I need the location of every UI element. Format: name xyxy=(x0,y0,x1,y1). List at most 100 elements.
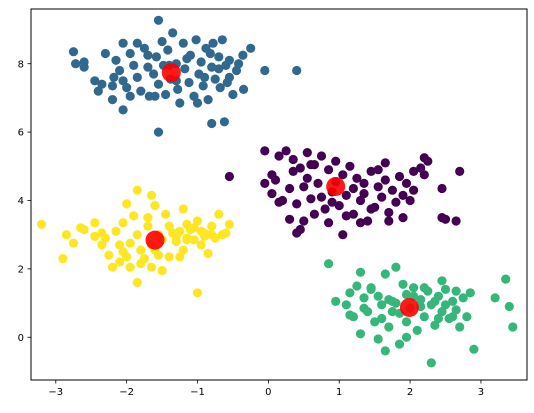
data-point-cluster-4 xyxy=(501,274,511,284)
data-point-cluster-4 xyxy=(359,293,369,303)
data-point-cluster-2 xyxy=(384,216,394,226)
data-point-cluster-4 xyxy=(508,322,518,332)
data-point-cluster-1 xyxy=(118,76,128,86)
data-point-cluster-1 xyxy=(214,64,224,74)
data-point-cluster-2 xyxy=(401,178,412,188)
data-point-cluster-3 xyxy=(97,228,107,238)
data-point-cluster-1 xyxy=(139,43,149,53)
data-point-cluster-1 xyxy=(153,15,164,25)
data-point-cluster-3 xyxy=(192,288,203,298)
data-point-cluster-2 xyxy=(299,216,309,226)
data-point-cluster-2 xyxy=(409,166,419,176)
data-point-cluster-1 xyxy=(163,45,173,55)
y-tick-label: 0 xyxy=(18,333,24,344)
data-point-cluster-3 xyxy=(196,240,206,250)
data-point-cluster-2 xyxy=(267,170,277,180)
data-point-cluster-1 xyxy=(118,105,128,115)
data-point-cluster-1 xyxy=(125,91,135,101)
data-point-cluster-3 xyxy=(111,226,121,236)
data-point-cluster-4 xyxy=(437,276,447,286)
data-point-cluster-1 xyxy=(189,91,199,101)
data-point-cluster-2 xyxy=(338,170,348,180)
data-point-cluster-2 xyxy=(366,166,376,176)
data-point-cluster-4 xyxy=(426,358,436,368)
data-point-cluster-2 xyxy=(398,213,408,223)
data-point-cluster-2 xyxy=(455,166,465,176)
data-point-cluster-2 xyxy=(348,209,358,219)
data-point-cluster-4 xyxy=(416,295,426,305)
data-point-cluster-4 xyxy=(504,301,514,312)
data-point-cluster-4 xyxy=(401,317,412,327)
data-point-cluster-4 xyxy=(394,339,405,349)
data-point-cluster-4 xyxy=(401,289,412,300)
data-point-cluster-3 xyxy=(115,240,125,250)
data-point-cluster-1 xyxy=(143,50,153,60)
data-point-cluster-3 xyxy=(90,231,100,241)
data-point-cluster-4 xyxy=(341,300,351,310)
data-point-cluster-1 xyxy=(260,65,270,76)
data-point-cluster-4 xyxy=(448,312,458,322)
data-point-cluster-2 xyxy=(405,195,415,206)
data-point-cluster-1 xyxy=(109,72,119,82)
data-point-cluster-1 xyxy=(207,62,217,72)
data-point-cluster-1 xyxy=(210,74,220,84)
data-point-cluster-1 xyxy=(100,48,110,59)
data-point-cluster-3 xyxy=(175,252,185,262)
data-point-cluster-2 xyxy=(292,199,302,209)
x-tick-label: 1 xyxy=(336,387,342,398)
data-point-cluster-1 xyxy=(228,89,238,100)
data-point-cluster-4 xyxy=(430,296,440,306)
data-point-cluster-1 xyxy=(151,52,161,62)
data-point-cluster-2 xyxy=(345,161,355,171)
data-point-cluster-3 xyxy=(150,201,160,211)
data-point-cluster-4 xyxy=(380,269,390,279)
centroid-marker xyxy=(326,177,346,196)
data-point-cluster-3 xyxy=(157,266,167,276)
data-point-cluster-3 xyxy=(115,257,125,267)
data-point-cluster-4 xyxy=(419,283,429,293)
centroid-markers xyxy=(145,63,419,317)
data-point-cluster-2 xyxy=(295,163,305,173)
data-point-cluster-2 xyxy=(398,190,408,200)
data-point-cluster-4 xyxy=(409,283,419,293)
data-point-cluster-3 xyxy=(107,262,118,272)
data-point-cluster-1 xyxy=(208,38,218,48)
data-point-cluster-4 xyxy=(440,284,451,294)
data-point-cluster-2 xyxy=(380,158,390,168)
data-point-cluster-1 xyxy=(71,59,81,69)
data-point-cluster-3 xyxy=(125,238,135,248)
data-point-cluster-3 xyxy=(189,235,199,245)
data-point-cluster-1 xyxy=(115,65,125,76)
data-point-cluster-3 xyxy=(79,224,89,235)
data-point-cluster-3 xyxy=(143,213,153,223)
data-point-cluster-3 xyxy=(178,245,188,255)
data-point-cluster-2 xyxy=(274,151,284,161)
data-point-cluster-4 xyxy=(324,259,334,269)
x-tick-label: −3 xyxy=(48,387,63,398)
data-point-cluster-1 xyxy=(200,72,210,82)
x-tick-label: 0 xyxy=(265,387,271,398)
data-point-cluster-1 xyxy=(196,57,206,67)
data-point-cluster-3 xyxy=(125,262,135,272)
data-point-cluster-3 xyxy=(132,185,142,195)
data-point-cluster-4 xyxy=(345,288,355,298)
data-point-cluster-2 xyxy=(224,171,234,182)
data-point-cluster-4 xyxy=(455,322,465,332)
data-point-cluster-1 xyxy=(205,48,215,59)
data-point-cluster-3 xyxy=(118,218,128,228)
data-point-cluster-3 xyxy=(192,216,203,226)
data-point-cluster-2 xyxy=(419,170,429,180)
data-point-cluster-3 xyxy=(221,228,231,238)
data-point-cluster-1 xyxy=(182,54,192,64)
data-point-cluster-1 xyxy=(192,98,203,108)
data-point-cluster-1 xyxy=(168,28,178,38)
centroid-marker xyxy=(145,230,165,250)
data-point-cluster-1 xyxy=(79,62,89,72)
data-point-cluster-4 xyxy=(437,307,447,317)
data-point-cluster-1 xyxy=(217,35,227,45)
data-point-cluster-3 xyxy=(61,230,71,240)
data-point-cluster-2 xyxy=(281,146,291,156)
data-point-cluster-1 xyxy=(219,117,229,127)
data-point-cluster-2 xyxy=(363,216,373,226)
data-point-cluster-1 xyxy=(93,86,103,96)
